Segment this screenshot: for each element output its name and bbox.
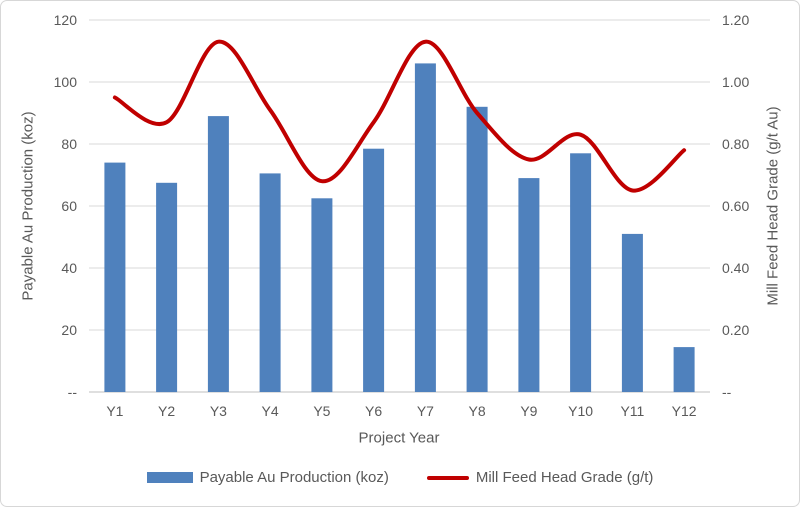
bar-Y4 bbox=[259, 173, 281, 392]
grade-line bbox=[112, 39, 687, 193]
bar-Y8 bbox=[466, 106, 488, 393]
x-tick-label: Y3 bbox=[210, 403, 227, 419]
left-axis-tick-label: 40 bbox=[61, 260, 77, 276]
x-tick-label: Y5 bbox=[313, 403, 330, 419]
bar-Y3 bbox=[207, 116, 229, 392]
x-tick-label: Y12 bbox=[672, 403, 697, 419]
left-axis-tick-label: 80 bbox=[61, 136, 77, 152]
x-tick-label: Y10 bbox=[568, 403, 593, 419]
legend-item-bar-series: Payable Au Production (koz) bbox=[146, 469, 389, 486]
bar-Y10 bbox=[570, 153, 592, 392]
bar-Y5 bbox=[311, 198, 333, 393]
x-tick-label: Y7 bbox=[417, 403, 434, 419]
legend-line-swatch-icon bbox=[426, 475, 469, 480]
x-axis-title: Project Year bbox=[358, 429, 440, 447]
right-axis-tick-label: 0.20 bbox=[722, 322, 749, 338]
right-axis-tick-label: 0.80 bbox=[722, 136, 749, 152]
x-tick-label: Y11 bbox=[620, 403, 644, 419]
left-axis-tick-label: 100 bbox=[54, 74, 78, 90]
right-axis-tick-label: -- bbox=[722, 384, 732, 400]
x-tick-label: Y1 bbox=[106, 403, 123, 419]
bar-Y12 bbox=[673, 347, 695, 393]
x-tick-label: Y4 bbox=[262, 403, 279, 419]
right-axis-tick-label: 0.40 bbox=[722, 260, 749, 276]
x-tick-label: Y6 bbox=[365, 403, 382, 419]
legend-label-line-series: Mill Feed Head Grade (g/t) bbox=[475, 469, 654, 486]
left-axis-tick-label: 20 bbox=[61, 322, 77, 338]
legend-item-line-series: Mill Feed Head Grade (g/t) bbox=[426, 469, 654, 486]
x-tick-label: Y9 bbox=[520, 403, 537, 419]
legend-label-bar-series: Payable Au Production (koz) bbox=[199, 469, 389, 486]
bar-Y2 bbox=[156, 182, 178, 393]
right-axis-tick-label: 0.60 bbox=[722, 198, 749, 214]
bar-Y1 bbox=[104, 162, 126, 392]
left-axis-tick-label: 60 bbox=[61, 198, 77, 214]
bar-Y7 bbox=[414, 63, 436, 393]
left-axis-title: Payable Au Production (koz) bbox=[19, 111, 37, 301]
legend-bar-swatch-icon bbox=[146, 472, 193, 483]
right-axis-title: Mill Feed Head Grade (g/t Au) bbox=[764, 106, 782, 306]
right-axis-tick-label: 1.00 bbox=[722, 74, 749, 90]
bar-Y11 bbox=[621, 233, 643, 392]
right-axis-tick-label: 1.20 bbox=[722, 12, 749, 28]
left-axis-tick-label: 120 bbox=[54, 12, 78, 28]
bar-Y9 bbox=[518, 178, 540, 392]
left-axis-tick-label: -- bbox=[68, 384, 78, 400]
x-tick-label: Y2 bbox=[158, 403, 175, 419]
legend: Payable Au Production (koz) Mill Feed He… bbox=[1, 469, 799, 486]
x-tick-label: Y8 bbox=[469, 403, 486, 419]
bar-Y6 bbox=[363, 148, 385, 392]
